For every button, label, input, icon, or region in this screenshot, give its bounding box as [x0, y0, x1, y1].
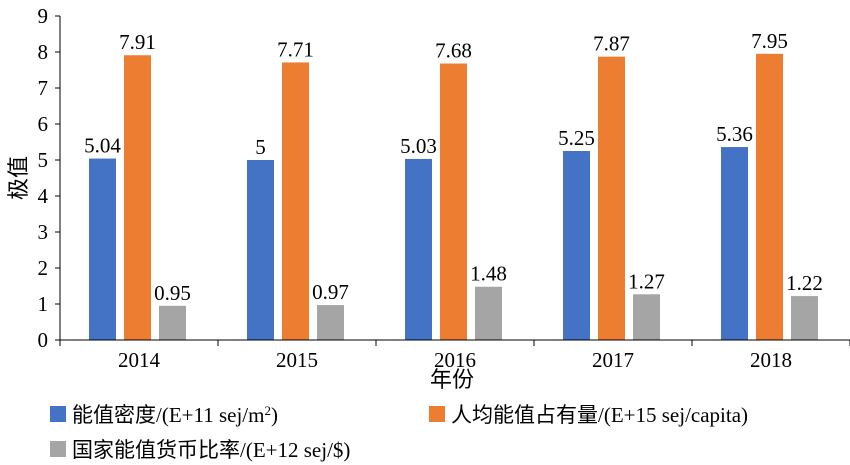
data-label: 1.22: [786, 271, 823, 295]
legend-swatch-per-capita: [429, 406, 445, 422]
bar-series-1-2018: [756, 53, 783, 341]
bar-series-2-2014: [159, 305, 186, 340]
legend-label-energy-density: 能值密度/(E+11 sej/m2): [72, 403, 278, 427]
data-label: 7.68: [435, 39, 472, 63]
y-axis-title: 极值: [6, 156, 31, 200]
y-tick-label: 3: [38, 220, 49, 244]
data-label: 7.91: [119, 30, 156, 54]
y-tick-label: 0: [38, 328, 49, 352]
bar-series-1-2017: [598, 56, 625, 341]
legend: 能值密度/(E+11 sej/m2) 人均能值占有量/(E+15 sej/cap…: [0, 392, 850, 465]
y-axis-title-text: 极值: [6, 156, 31, 200]
bar-chart: 极值 0 1 2 3 4 5 6 7 8 9 5.04 5 5.03 5.25 5.36 7.91 7.71 7…: [6, 4, 850, 392]
legend-label-money-ratio: 国家能值货币比率/(E+12 sej/$): [72, 438, 351, 462]
data-label: 5.25: [558, 126, 595, 150]
bar-series-2-2016: [475, 286, 502, 340]
y-tick-label: 5: [38, 148, 49, 172]
legend-swatch-money-ratio: [50, 441, 66, 457]
data-label: 5: [255, 135, 266, 159]
data-labels: 5.04 5 5.03 5.25 5.36 7.91 7.71 7.68 7.87 7.95 0.9…: [84, 29, 823, 305]
data-label: 7.71: [277, 37, 314, 61]
data-label: 5.36: [716, 122, 753, 146]
bar-series-2-2017: [633, 294, 660, 340]
bars: [89, 53, 818, 341]
bar-series-0-2018: [721, 147, 748, 340]
legend-swatch-energy-density: [50, 406, 66, 422]
data-label: 0.95: [154, 281, 191, 305]
data-label: 1.48: [470, 262, 507, 286]
y-tick-label: 9: [38, 4, 49, 28]
legend-label-per-capita: 人均能值占有量/(E+15 sej/capita): [451, 403, 749, 427]
data-label: 5.04: [84, 134, 121, 158]
data-label: 7.95: [751, 29, 788, 53]
bar-series-2-2015: [317, 305, 344, 340]
y-tick-label: 1: [38, 292, 49, 316]
y-tick-label: 8: [38, 40, 49, 64]
x-tick-label: 2014: [118, 348, 161, 372]
bar-series-1-2014: [124, 55, 151, 341]
bar-series-0-2016: [405, 158, 432, 340]
bar-series-1-2015: [282, 62, 309, 340]
bar-series-1-2016: [440, 63, 467, 341]
y-tick-label: 4: [38, 184, 49, 208]
y-axis-ticks: 0 1 2 3 4 5 6 7 8 9: [38, 4, 60, 352]
legend-item-per-capita: 人均能值占有量/(E+15 sej/capita): [429, 399, 748, 429]
bar-series-0-2015: [247, 160, 274, 340]
x-tick-label: 2017: [592, 348, 634, 372]
data-label: 7.87: [593, 32, 630, 56]
y-tick-label: 2: [38, 256, 49, 280]
y-tick-label: 6: [38, 112, 49, 136]
x-tick-label: 2015: [276, 348, 318, 372]
x-tick-label: 2016: [434, 348, 476, 372]
x-axis-ticks: 2014 2015 2016 2017 2018: [59, 340, 850, 372]
bar-series-2-2018: [791, 296, 818, 340]
data-label: 1.27: [628, 269, 665, 293]
x-axis-title: 年份: [430, 367, 474, 392]
legend-item-money-ratio: 国家能值货币比率/(E+12 sej/$): [50, 434, 350, 464]
legend-item-energy-density: 能值密度/(E+11 sej/m2): [50, 399, 278, 429]
bar-series-0-2017: [563, 151, 590, 340]
x-tick-label: 2018: [750, 348, 792, 372]
data-label: 0.97: [312, 280, 349, 304]
y-tick-label: 7: [38, 76, 49, 100]
bar-series-0-2014: [89, 158, 116, 340]
data-label: 5.03: [400, 134, 437, 158]
